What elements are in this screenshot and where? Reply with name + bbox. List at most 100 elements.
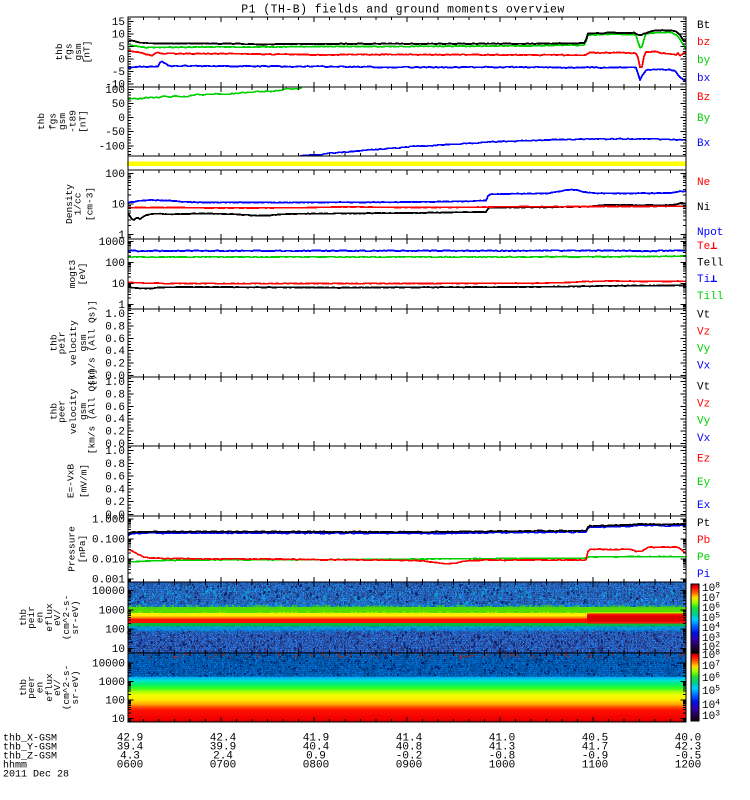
svg-text:40.0: 40.0 <box>675 733 701 745</box>
svg-text:Vx: Vx <box>697 360 711 372</box>
svg-text:10: 10 <box>112 714 125 726</box>
svg-text:peir: peir <box>57 332 68 355</box>
svg-text:[nPa]: [nPa] <box>77 535 88 564</box>
svg-text:5: 5 <box>118 42 125 54</box>
svg-text:1: 1 <box>118 230 125 242</box>
svg-text:105: 105 <box>702 685 720 699</box>
svg-text:100: 100 <box>105 258 125 270</box>
svg-text:bx: bx <box>697 73 711 85</box>
svg-text:thb_X-GSM: thb_X-GSM <box>3 733 57 745</box>
svg-text:1.0: 1.0 <box>105 446 125 458</box>
svg-text:100: 100 <box>105 696 125 708</box>
svg-text:Vz: Vz <box>697 326 710 338</box>
svg-text:thb: thb <box>18 609 29 626</box>
svg-text:-0.5: -0.5 <box>675 751 701 763</box>
svg-text:eV/: eV/ <box>52 679 63 696</box>
svg-text:2.4: 2.4 <box>213 751 233 763</box>
svg-text:en: en <box>35 682 46 693</box>
svg-text:By: By <box>697 113 711 125</box>
svg-text:en: en <box>35 612 46 623</box>
svg-text:0900: 0900 <box>396 760 422 772</box>
svg-text:10000: 10000 <box>92 659 125 671</box>
svg-text:0.0: 0.0 <box>105 510 125 522</box>
svg-text:100: 100 <box>105 625 125 637</box>
svg-text:39.4: 39.4 <box>117 742 144 754</box>
svg-text:0.2: 0.2 <box>105 427 125 439</box>
svg-text:100: 100 <box>105 169 125 181</box>
svg-text:Vz: Vz <box>697 399 710 411</box>
svg-text:P1 (TH-B) fields and ground mo: P1 (TH-B) fields and ground moments over… <box>241 4 564 17</box>
svg-text:1.000: 1.000 <box>92 515 125 527</box>
svg-text:10: 10 <box>112 30 125 42</box>
svg-text:0.6: 0.6 <box>105 402 125 414</box>
svg-text:[nT]: [nT] <box>78 110 89 133</box>
svg-text:[eV]: [eV] <box>77 263 88 286</box>
svg-text:eflux: eflux <box>44 673 55 702</box>
svg-text:Vy: Vy <box>697 416 711 428</box>
svg-text:40.8: 40.8 <box>396 742 422 754</box>
svg-text:100: 100 <box>105 85 125 97</box>
svg-text:Ni: Ni <box>697 202 711 214</box>
svg-text:-50: -50 <box>105 127 125 139</box>
svg-text:[km/s (All Qs)]: [km/s (All Qs)] <box>87 369 98 455</box>
svg-text:10: 10 <box>112 200 125 212</box>
svg-text:-0.9: -0.9 <box>582 751 608 763</box>
svg-text:1/cc: 1/cc <box>73 192 84 215</box>
svg-text:50: 50 <box>112 99 125 111</box>
svg-text:0600: 0600 <box>117 760 143 772</box>
svg-text:thb: thb <box>54 43 65 60</box>
svg-text:0.2: 0.2 <box>105 359 125 371</box>
svg-text:eflux: eflux <box>44 603 55 632</box>
svg-text:[mV/m]: [mV/m] <box>79 464 90 498</box>
svg-text:(cm^2-s-: (cm^2-s- <box>61 665 72 711</box>
svg-text:Pt: Pt <box>697 518 710 530</box>
svg-text:Vt: Vt <box>697 309 710 321</box>
svg-text:4.3: 4.3 <box>120 751 140 763</box>
svg-text:velocity: velocity <box>68 320 79 366</box>
svg-text:Bz: Bz <box>697 92 710 104</box>
svg-text:gsm: gsm <box>73 43 84 60</box>
svg-text:sr-eV): sr-eV) <box>70 600 81 634</box>
svg-text:Till: Till <box>697 291 723 303</box>
svg-text:1100: 1100 <box>582 760 608 772</box>
svg-text:0.0: 0.0 <box>105 371 125 383</box>
svg-text:Vt: Vt <box>697 381 710 393</box>
svg-text:Pressure: Pressure <box>67 526 78 572</box>
svg-text:0: 0 <box>118 113 125 125</box>
svg-text:0800: 0800 <box>303 760 329 772</box>
svg-text:1000: 1000 <box>99 237 125 249</box>
svg-text:eV/: eV/ <box>52 609 63 626</box>
svg-text:peer: peer <box>26 676 37 699</box>
svg-text:thb_Y-GSM: thb_Y-GSM <box>3 742 57 754</box>
svg-text:0.001: 0.001 <box>92 575 125 587</box>
svg-text:Density: Density <box>64 184 75 224</box>
svg-text:fgs: fgs <box>48 113 59 130</box>
svg-text:Ey: Ey <box>697 477 711 489</box>
svg-text:peer: peer <box>57 400 68 423</box>
svg-text:42.3: 42.3 <box>675 742 701 754</box>
svg-text:0.9: 0.9 <box>306 751 326 763</box>
svg-text:40.4: 40.4 <box>303 742 330 754</box>
svg-text:-0.8: -0.8 <box>489 751 515 763</box>
svg-text:Vx: Vx <box>697 433 711 445</box>
svg-text:0: 0 <box>118 55 125 67</box>
svg-text:0.6: 0.6 <box>105 334 125 346</box>
svg-text:10: 10 <box>112 644 125 656</box>
svg-text:Ez: Ez <box>697 454 710 466</box>
svg-text:Pi: Pi <box>697 569 711 581</box>
svg-text:Te: Te <box>697 241 710 253</box>
svg-text:thb_Z-GSM: thb_Z-GSM <box>3 751 57 763</box>
svg-text:Ti: Ti <box>697 274 711 286</box>
svg-text:15: 15 <box>112 17 125 29</box>
svg-text:0.4: 0.4 <box>105 346 125 358</box>
svg-text:-0.2: -0.2 <box>396 751 422 763</box>
svg-text:-10: -10 <box>105 80 125 92</box>
svg-text:2011 Dec 28: 2011 Dec 28 <box>3 770 69 781</box>
svg-text:thb: thb <box>18 679 29 696</box>
svg-text:Vy: Vy <box>697 343 711 355</box>
svg-text:[cm-3]: [cm-3] <box>85 187 96 221</box>
svg-text:thb: thb <box>49 403 60 420</box>
svg-text:1200: 1200 <box>675 760 701 772</box>
svg-text:1000: 1000 <box>99 677 125 689</box>
svg-text:hhmm: hhmm <box>3 760 27 772</box>
